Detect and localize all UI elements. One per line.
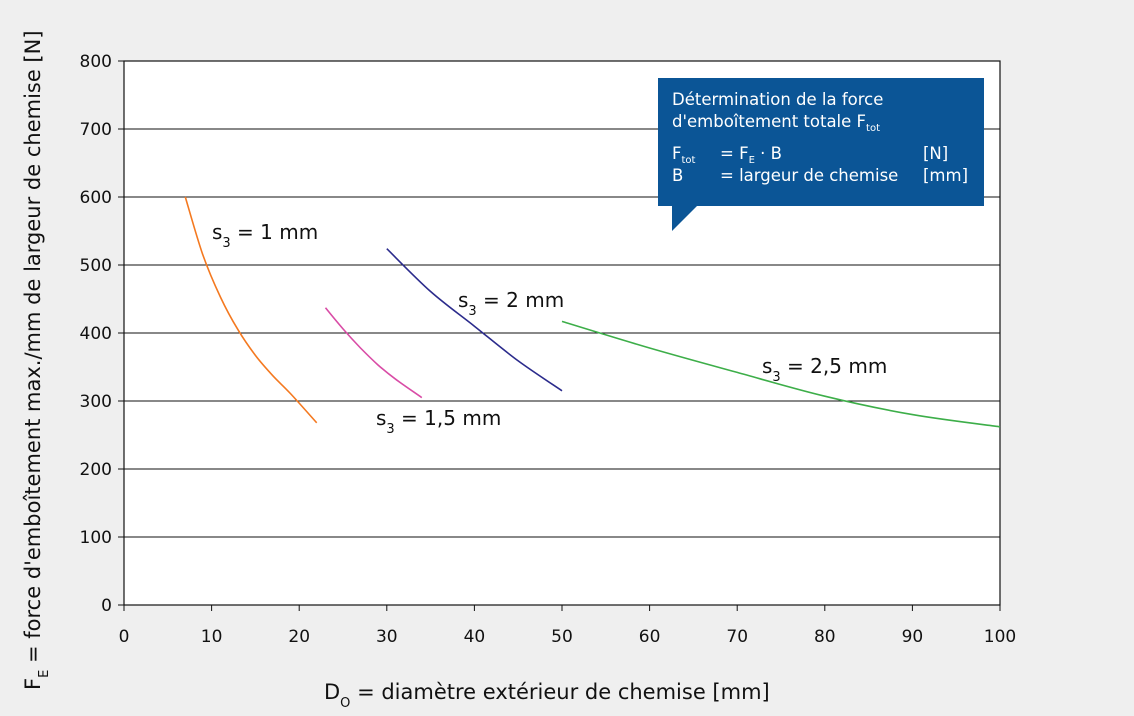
info-definition-symbol: B xyxy=(672,166,684,185)
y-tick-label: 700 xyxy=(80,120,112,140)
x-tick-label: 60 xyxy=(639,627,661,647)
x-tick-label: 80 xyxy=(814,627,836,647)
x-tick-label: 70 xyxy=(726,627,748,647)
y-tick-label: 200 xyxy=(80,460,112,480)
y-tick-label: 800 xyxy=(80,52,112,72)
info-definition-text: = largeur de chemise xyxy=(720,166,899,185)
y-tick-label: 0 xyxy=(101,596,112,616)
x-tick-label: 40 xyxy=(464,627,486,647)
curve-labels: s3 = 1 mm s3 = 1,5 mm s3 = 2 mm s3 = 2,5 mm xyxy=(212,220,887,437)
series-label: s3 = 1,5 mm xyxy=(376,406,501,437)
series-line xyxy=(184,196,318,424)
x-tick-label: 100 xyxy=(984,627,1016,647)
x-tick-label: 50 xyxy=(551,627,573,647)
plot-frame xyxy=(123,60,1001,606)
info-formula-definition: = FE · B xyxy=(720,144,782,166)
series-label: s3 = 2,5 mm xyxy=(762,354,887,385)
y-tick-label: 400 xyxy=(80,324,112,344)
info-title-line2: d'emboîtement totale Ftot xyxy=(672,112,880,134)
series-line xyxy=(561,320,1001,428)
series-label: s3 = 2 mm xyxy=(458,288,564,319)
axes: 0 100 200 300 400 500 600 700 800 0 10 20 30 40 50 60 70… xyxy=(80,52,1017,647)
info-box-pointer xyxy=(672,205,698,231)
series-lines xyxy=(184,196,1001,428)
y-tick-label: 600 xyxy=(80,188,112,208)
x-tick-label: 90 xyxy=(902,627,924,647)
x-tick-label: 10 xyxy=(201,627,223,647)
info-formula-unit: [N] xyxy=(923,144,949,163)
series-line xyxy=(386,248,563,392)
y-tick-label: 100 xyxy=(80,528,112,548)
info-definition-row: B = largeur de chemise [mm] xyxy=(672,165,970,187)
info-definition-unit: [mm] xyxy=(923,166,969,185)
y-axis-title: FE = force d'emboîtement max./mm de larg… xyxy=(21,30,52,690)
series-label: s3 = 1 mm xyxy=(212,220,318,251)
info-box: Détermination de la force d'emboîtement … xyxy=(658,78,984,206)
x-axis-title: DO = diamètre extérieur de chemise [mm] xyxy=(324,680,770,711)
info-formula-symbol: Ftot xyxy=(672,144,696,166)
x-tick-label: 20 xyxy=(288,627,310,647)
axis-titles: DO = diamètre extérieur de chemise [mm] F… xyxy=(21,30,770,711)
x-tick-label: 0 xyxy=(119,627,130,647)
series-line xyxy=(324,307,423,399)
y-tick-label: 300 xyxy=(80,392,112,412)
x-tick-label: 30 xyxy=(376,627,398,647)
info-title-line1: Détermination de la force xyxy=(672,90,884,109)
info-formula-row: Ftot = FE · B [N] xyxy=(672,143,970,166)
y-tick-label: 500 xyxy=(80,256,112,276)
